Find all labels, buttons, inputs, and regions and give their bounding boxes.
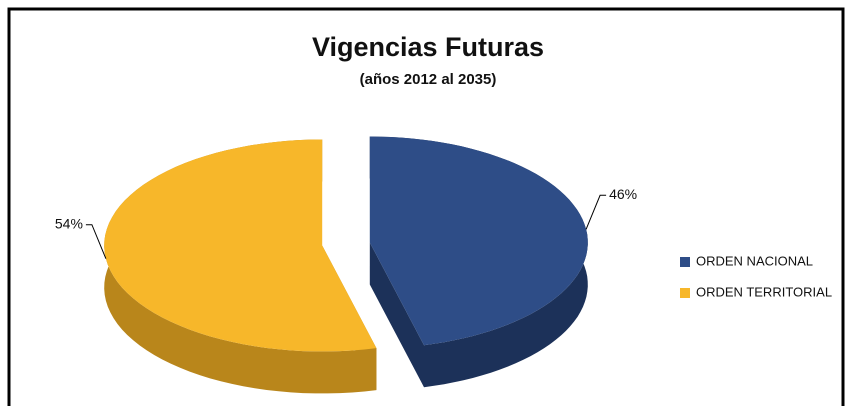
legend-label: ORDEN NACIONAL (696, 253, 813, 268)
slice-side (369, 242, 424, 388)
slice (369, 136, 588, 346)
frame (7, 7, 845, 406)
legend-swatch (680, 257, 690, 267)
leader-line (585, 194, 607, 230)
data-label: 46% (609, 186, 637, 202)
chart-subtitle: (años 2012 al 2035) (360, 71, 497, 88)
legend-label: ORDEN TERRITORIAL (696, 284, 832, 299)
legend-swatch (680, 288, 690, 298)
data-label: 54% (55, 215, 83, 231)
leader-line (85, 224, 107, 259)
chart-title: Vigencias Futuras (312, 32, 544, 62)
slice (104, 139, 377, 352)
